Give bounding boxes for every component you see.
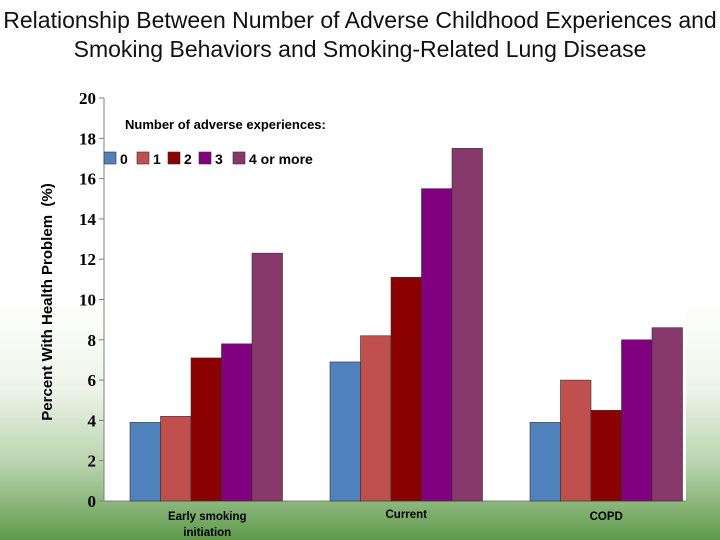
bar [160,416,192,502]
y-axis-label: Percent With Health Problem (%) [39,183,56,420]
legend-swatch [103,151,117,165]
bar [129,422,161,502]
legend-swatch [232,151,246,165]
y-tick-label: 12 [79,250,96,269]
bar [451,148,483,502]
y-tick-label: 6 [88,371,97,390]
y-tick-label: 2 [88,452,97,471]
y-tick-label: 16 [79,170,96,189]
y-tick-label: 0 [88,492,97,511]
category-label: initiation [183,527,231,539]
legend-label: 1 [153,151,161,167]
y-tick-label: 4 [88,411,97,430]
bar [529,422,561,502]
bar [621,339,653,502]
legend-label: 2 [184,151,192,167]
bar [329,361,361,502]
legend-label: 4 or more [249,151,313,167]
legend-swatch [167,151,181,165]
legend-label: 0 [120,151,128,167]
y-tick-label: 20 [79,89,96,108]
y-tick-label: 18 [79,129,96,148]
chart-title: Relationship Between Number of Adverse C… [3,7,717,62]
category-label: COPD [590,511,623,523]
bar [560,379,592,502]
legend-swatch [198,151,212,165]
bar [590,410,622,502]
bar [421,188,453,502]
bar [390,277,422,502]
bar [190,357,222,502]
y-tick-label: 10 [79,291,96,310]
bar [360,335,392,502]
bar [251,252,283,502]
legend-swatch [136,151,150,165]
y-tick-label: 14 [79,210,97,229]
bar [221,343,253,502]
bar [651,327,683,502]
legend-label: 3 [215,151,223,167]
y-tick-label: 8 [88,331,97,350]
category-label: Current [385,509,427,521]
legend-title: Number of adverse experiences: [125,117,326,132]
category-label: Early smoking [168,511,247,523]
